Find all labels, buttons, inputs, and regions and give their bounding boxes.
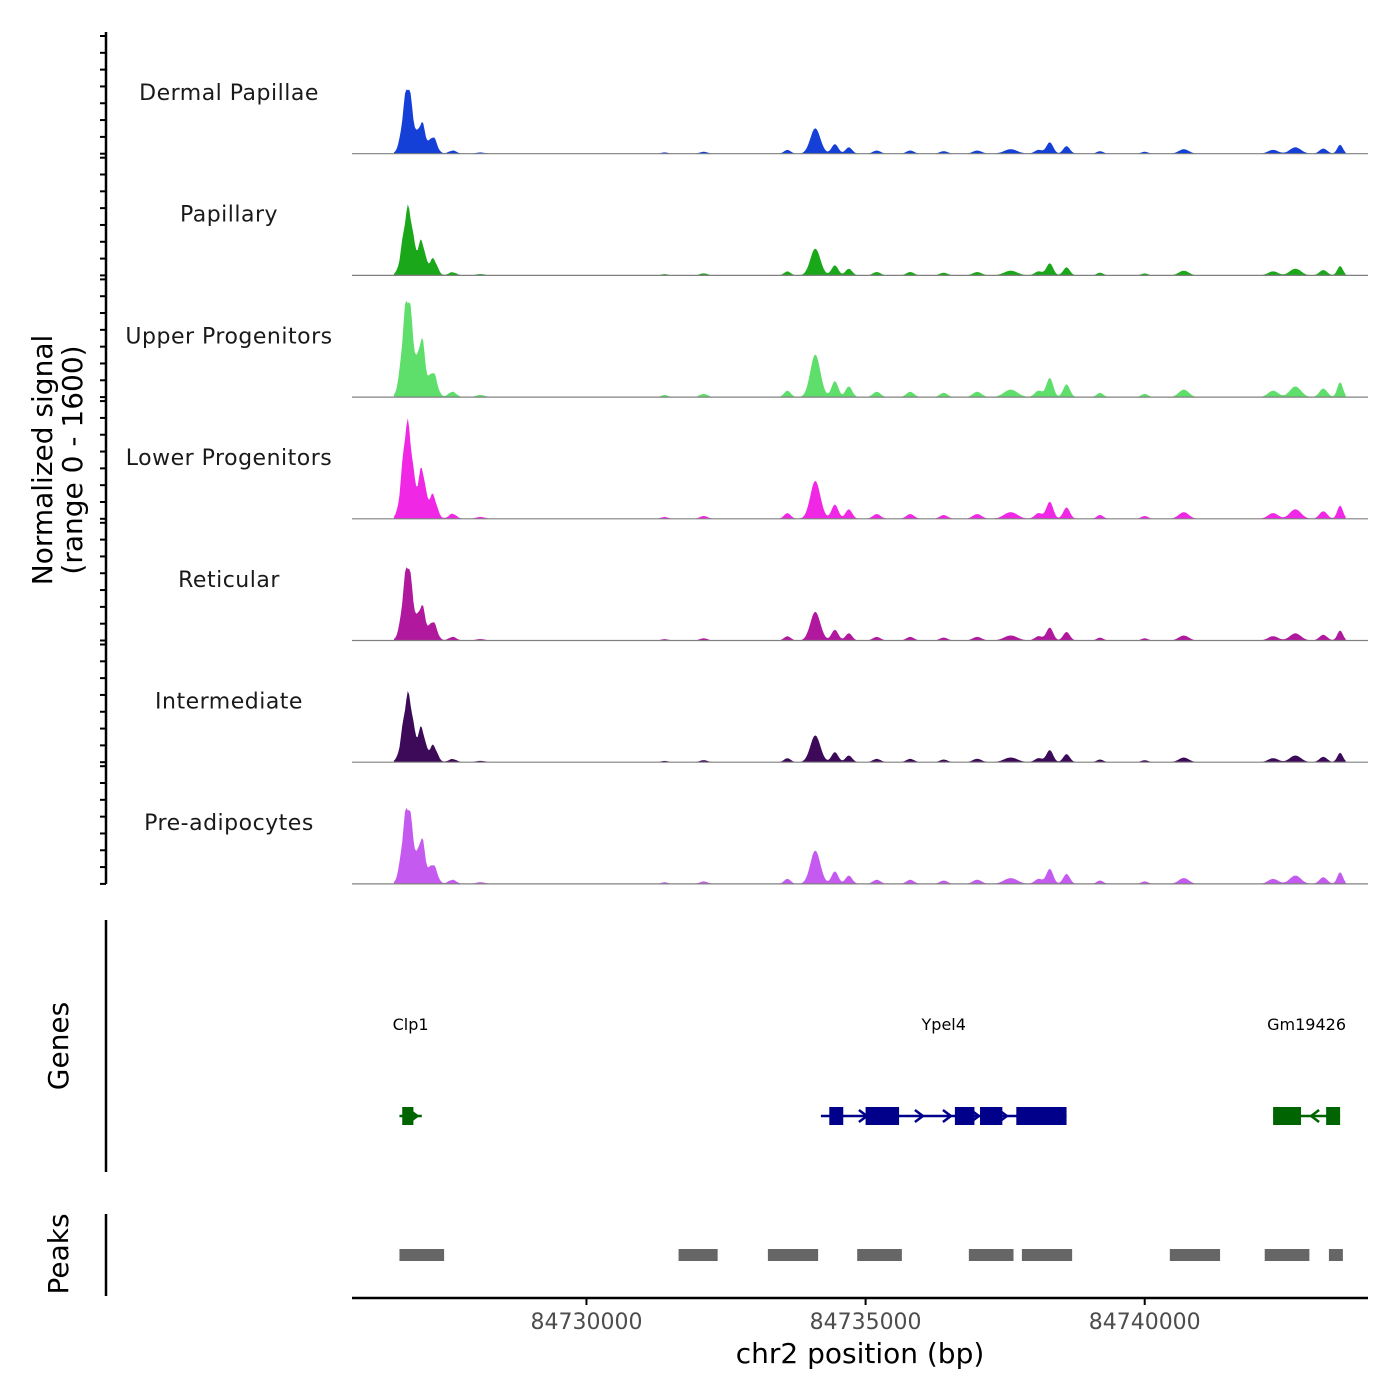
signal-track: Dermal Papillae [139,81,1368,155]
gene-exon [1273,1107,1302,1125]
gene-label: Gm19426 [1267,1015,1346,1034]
signal-track: Upper Progenitors [125,300,1368,398]
signal-area [393,300,1346,398]
signal-track: Pre-adipocytes [144,807,1368,885]
x-tick-label: 84740000 [1089,1310,1201,1335]
signal-area [393,567,1346,641]
track-label: Papillary [180,203,278,228]
track-label: Intermediate [155,690,303,715]
x-tick-label: 84735000 [810,1310,922,1335]
peak-region [1328,1249,1343,1261]
x-axis: 84730000 84735000 84740000 [352,1296,1368,1335]
peak-region [1169,1249,1221,1261]
track-label: Dermal Papillae [139,81,319,106]
peaks-track [104,1214,1343,1296]
signal-area [393,204,1346,276]
strand-arrow [942,1109,954,1123]
peak-region [399,1249,445,1261]
peak-region [857,1249,902,1261]
gene: Ypel4 [820,1015,1067,1125]
gene-exon [980,1107,1003,1125]
gene-label: Ypel4 [921,1015,966,1034]
signal-area [393,89,1346,154]
peak-region [968,1249,1014,1261]
signal-y-axis [100,32,108,885]
gene-exon [1326,1107,1341,1125]
gene-exon [829,1107,844,1125]
signal-track: Reticular [178,567,1368,642]
gene-label: Clp1 [393,1015,429,1034]
gene: Clp1 [393,1015,429,1125]
signal-track: Papillary [180,203,1368,276]
y-axis-range: (range 0 - 1600) [56,345,89,574]
x-tick-label: 84730000 [530,1310,642,1335]
signal-tracks: Dermal Papillae Papillary Upper Progenitor… [125,81,1368,885]
y-axis-title: Normalized signal [26,335,59,586]
peaks-axis-title: Peaks [42,1213,75,1294]
gene: Gm19426 [1267,1015,1346,1125]
peak-region [767,1249,819,1261]
peak-region [1264,1249,1310,1261]
strand-arrow [1309,1109,1320,1123]
strand-arrow [914,1109,926,1123]
signal-area [393,418,1346,519]
signal-area [393,691,1346,763]
gene-exon [865,1107,900,1125]
signal-track: Intermediate [155,690,1368,763]
genes-axis-title: Genes [42,1002,75,1090]
track-label: Upper Progenitors [125,324,332,349]
track-label: Pre-adipocytes [144,811,314,836]
track-label: Lower Progenitors [126,446,332,471]
gene-exon [954,1107,975,1125]
gene-exon [402,1107,414,1125]
peak-region [678,1249,718,1261]
x-axis-title: chr2 position (bp) [736,1337,985,1370]
signal-area [393,807,1346,884]
track-label: Reticular [178,568,280,593]
peak-region [1021,1249,1073,1261]
genes-track: Clp1 Ypel4 Gm19426 [104,920,1346,1172]
signal-track: Lower Progenitors [126,418,1368,520]
gene-exon [1016,1107,1067,1125]
